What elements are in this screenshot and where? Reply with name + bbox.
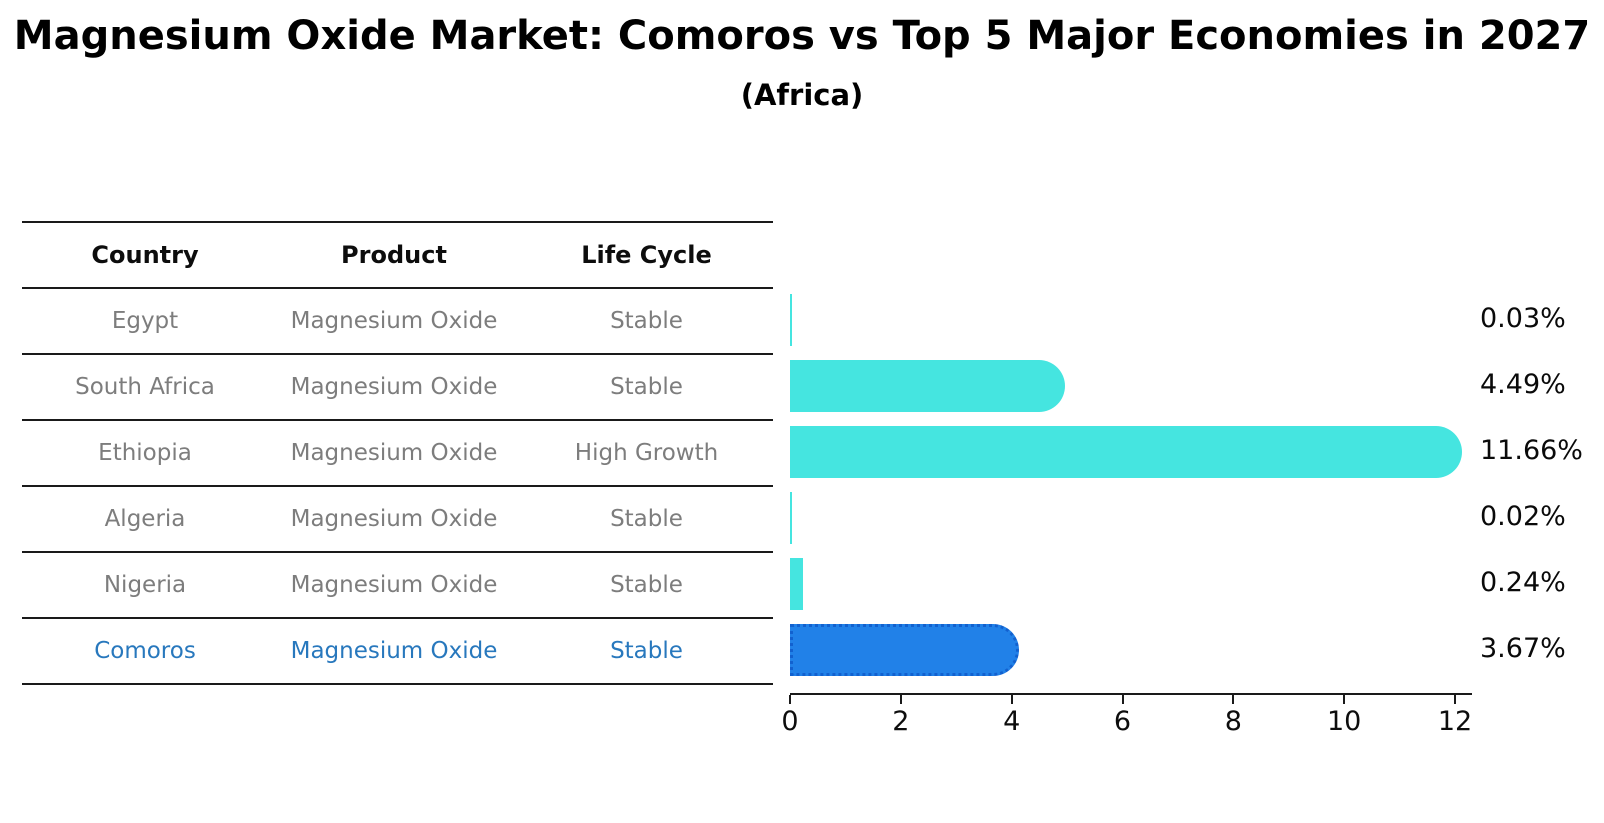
cell-life-cycle: High Growth bbox=[574, 440, 719, 466]
bar-south-africa bbox=[790, 360, 1065, 412]
x-axis-tick-8 bbox=[1232, 695, 1235, 704]
x-axis-tick-0 bbox=[789, 695, 791, 704]
bar-ethiopia bbox=[790, 426, 1463, 478]
cell-product: Magnesium Oxide bbox=[290, 374, 498, 400]
x-axis-tick-label-10: 10 bbox=[1326, 706, 1362, 737]
cell-product: Magnesium Oxide bbox=[290, 638, 498, 664]
value-label-ethiopia: 11.66% bbox=[1480, 435, 1583, 466]
table-header-row: Country Product Life Cycle bbox=[22, 221, 773, 287]
cell-country: Nigeria bbox=[103, 572, 187, 598]
bar-comoros bbox=[790, 624, 1020, 676]
cell-product: Magnesium Oxide bbox=[290, 506, 498, 532]
cell-life-cycle: Stable bbox=[610, 572, 683, 598]
cell-country: Ethiopia bbox=[98, 440, 192, 466]
bar-nigeria bbox=[790, 558, 804, 610]
x-axis-tick-12 bbox=[1454, 695, 1456, 704]
cell-life-cycle: Stable bbox=[610, 374, 683, 400]
value-label-nigeria: 0.24% bbox=[1480, 567, 1566, 598]
x-axis-tick-10 bbox=[1343, 695, 1346, 704]
x-axis-tick-label-12: 12 bbox=[1437, 706, 1473, 737]
table-row-comoros: Comoros Magnesium Oxide Stable bbox=[22, 617, 773, 683]
chart-subtitle: (Africa) bbox=[740, 78, 864, 112]
cell-country: Comoros bbox=[94, 638, 196, 664]
table-row-algeria: Algeria Magnesium Oxide Stable bbox=[22, 485, 773, 551]
bar-egypt bbox=[790, 294, 792, 346]
chart-title: Magnesium Oxide Market: Comoros vs Top 5… bbox=[13, 13, 1591, 59]
table-row-nigeria: Nigeria Magnesium Oxide Stable bbox=[22, 551, 773, 617]
x-axis-tick-label-4: 4 bbox=[1003, 706, 1021, 737]
value-label-comoros: 3.67% bbox=[1480, 633, 1566, 664]
cell-life-cycle: Stable bbox=[610, 638, 683, 664]
table-row-ethiopia: Ethiopia Magnesium Oxide High Growth bbox=[22, 419, 773, 485]
cell-life-cycle: Stable bbox=[610, 308, 683, 334]
cell-product: Magnesium Oxide bbox=[290, 572, 498, 598]
x-axis-tick-6 bbox=[1121, 695, 1124, 704]
value-label-egypt: 0.03% bbox=[1480, 303, 1566, 334]
bar-algeria bbox=[790, 492, 792, 544]
x-axis-tick-4 bbox=[1010, 695, 1013, 704]
x-axis-tick-2 bbox=[899, 695, 902, 704]
cell-product: Magnesium Oxide bbox=[290, 308, 498, 334]
col-header-product: Product bbox=[341, 241, 447, 269]
country-table: Country Product Life Cycle Egypt Magnesiu… bbox=[22, 221, 773, 685]
col-header-life-cycle: Life Cycle bbox=[581, 241, 712, 269]
cell-life-cycle: Stable bbox=[610, 506, 683, 532]
table-row-south-africa: South Africa Magnesium Oxide Stable bbox=[22, 353, 773, 419]
table-body: Egypt Magnesium Oxide Stable South Africa Ma… bbox=[22, 287, 773, 683]
value-label-algeria: 0.02% bbox=[1480, 501, 1566, 532]
x-axis-tick-label-8: 8 bbox=[1224, 706, 1242, 737]
cell-product: Magnesium Oxide bbox=[290, 440, 498, 466]
cell-country: Egypt bbox=[111, 308, 179, 334]
x-axis-tick-label-6: 6 bbox=[1113, 706, 1132, 737]
cell-country: Algeria bbox=[104, 506, 186, 532]
x-axis-tick-label-2: 2 bbox=[892, 706, 910, 737]
value-label-south-africa: 4.49% bbox=[1480, 369, 1566, 400]
cell-country: South Africa bbox=[75, 374, 215, 400]
table-row-egypt: Egypt Magnesium Oxide Stable bbox=[22, 287, 773, 353]
col-header-country: Country bbox=[91, 241, 199, 269]
x-axis-tick-label-0: 0 bbox=[781, 706, 799, 737]
x-axis-line bbox=[790, 693, 1472, 695]
